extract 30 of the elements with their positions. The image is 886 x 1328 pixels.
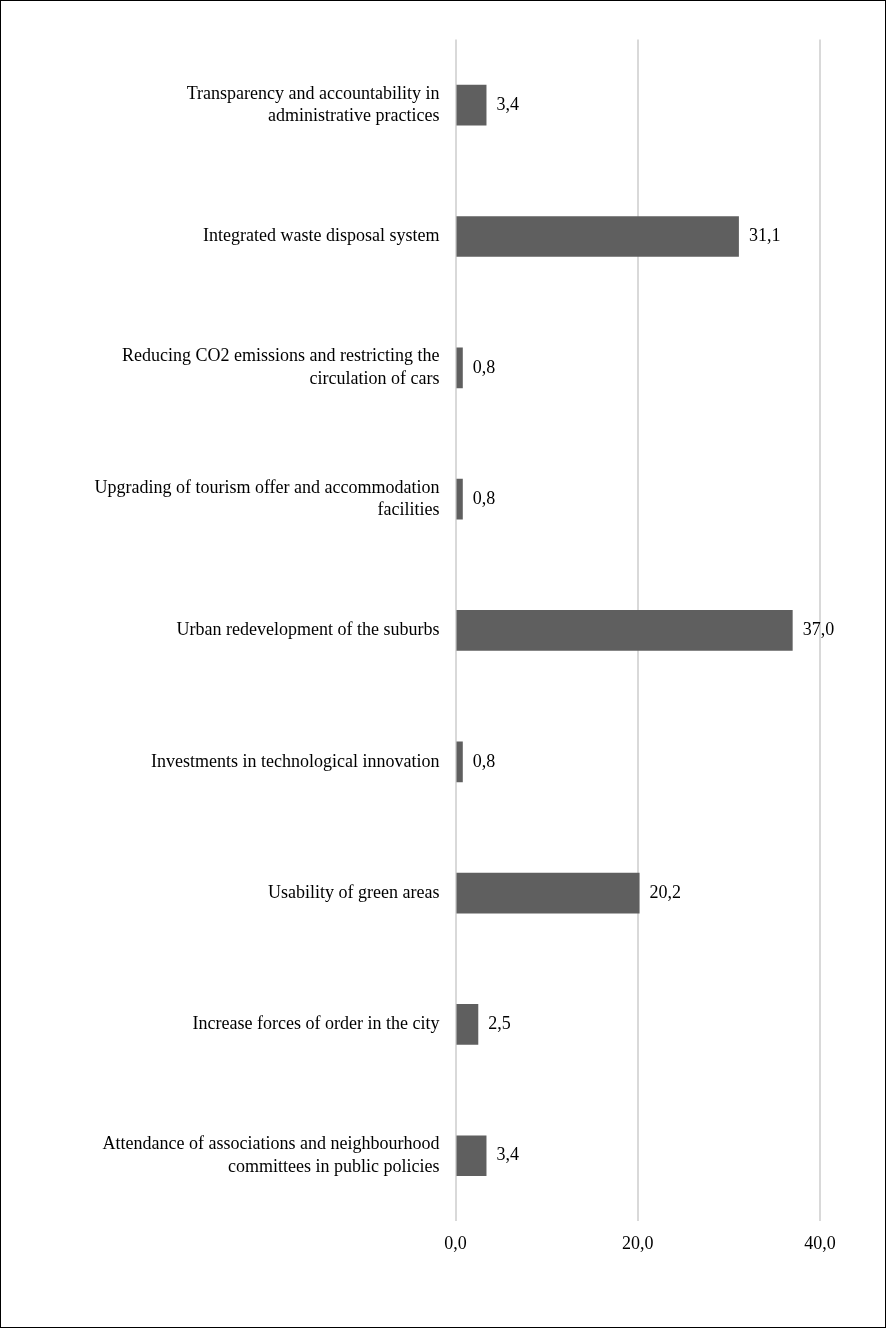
bar xyxy=(456,872,640,914)
y-tick-label: Attendance of associations and neighbourhood committees in public policies xyxy=(102,1133,440,1176)
y-tick-label: Reducing CO2 emissions and restricting the circulation of cars xyxy=(122,345,440,388)
data-label: 2,5 xyxy=(488,1013,511,1034)
y-tick-label: Urban redevelopment of the suburbs xyxy=(176,619,440,640)
x-tick-label: 0,0 xyxy=(444,1232,467,1253)
x-tick-label: 40,0 xyxy=(804,1232,836,1253)
data-label: 0,8 xyxy=(472,487,496,508)
y-tick-label: Usability of green areas xyxy=(268,881,440,902)
bar xyxy=(456,1004,479,1045)
data-label: 3,4 xyxy=(496,93,519,114)
bar xyxy=(456,84,487,126)
bar xyxy=(456,347,463,389)
y-tick-label: Transparency and accountability in administrative practices xyxy=(186,82,440,126)
bar xyxy=(456,741,463,783)
data-label: 31,1 xyxy=(748,225,781,246)
bar xyxy=(456,1135,487,1177)
y-tick-label: Increase forces of order in the city xyxy=(192,1013,440,1034)
y-tick-label: Integrated waste disposal system xyxy=(203,225,440,246)
bar xyxy=(456,478,463,520)
data-label: 37,0 xyxy=(802,619,835,640)
y-tick-label: Upgrading of tourism offer and accommodation facilities xyxy=(94,476,440,520)
bar xyxy=(456,216,739,257)
data-label: 20,2 xyxy=(649,881,682,902)
y-tick-label: Investments in technological innovation xyxy=(151,750,440,771)
x-tick-label: 20,0 xyxy=(622,1232,654,1253)
bar xyxy=(456,610,793,651)
data-label: 0,8 xyxy=(472,356,496,377)
data-label: 3,4 xyxy=(496,1144,519,1165)
data-label: 0,8 xyxy=(472,750,496,771)
